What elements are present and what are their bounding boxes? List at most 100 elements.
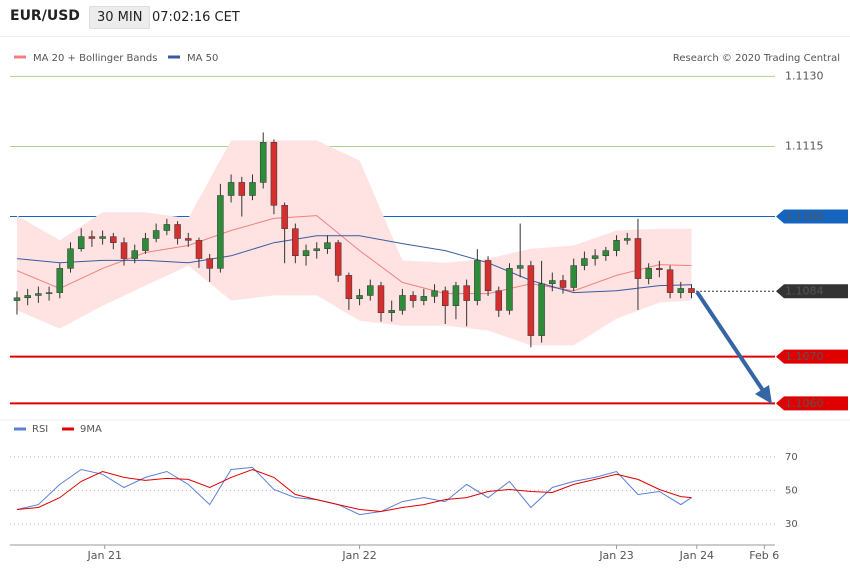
candle-body bbox=[377, 285, 385, 313]
candle-body bbox=[302, 250, 310, 257]
candle-body bbox=[56, 268, 64, 293]
candle-body bbox=[259, 142, 267, 183]
candle-body bbox=[666, 269, 674, 293]
projection-arrowhead bbox=[755, 385, 772, 404]
candle-body bbox=[142, 238, 149, 251]
level-label-box bbox=[776, 284, 848, 299]
x-tick-label: Jan 23 bbox=[598, 549, 633, 562]
y-tick-label: 30 bbox=[785, 519, 798, 530]
candle-body bbox=[356, 295, 363, 299]
candle-body bbox=[292, 228, 299, 257]
candle-body bbox=[88, 236, 96, 239]
level-label: 1.1070 bbox=[785, 350, 824, 363]
candle-body bbox=[270, 142, 278, 206]
ma-line bbox=[16, 235, 692, 294]
ma-line bbox=[16, 215, 692, 295]
candle-body bbox=[549, 280, 556, 285]
candle-body bbox=[516, 265, 524, 269]
candle-body bbox=[613, 240, 620, 251]
candle-body bbox=[688, 288, 695, 293]
bollinger-band bbox=[17, 140, 692, 346]
candle-body bbox=[163, 224, 171, 231]
projection-arrow bbox=[695, 290, 766, 394]
candle-body bbox=[67, 248, 74, 269]
candle-body bbox=[324, 242, 331, 249]
candle-body bbox=[420, 296, 428, 301]
candle-body bbox=[206, 258, 213, 269]
candle-body bbox=[677, 288, 685, 293]
candle-body bbox=[45, 292, 53, 294]
candle-body bbox=[77, 236, 85, 249]
legend-label: MA 50 bbox=[187, 53, 218, 64]
candle-body bbox=[367, 285, 374, 296]
legend-label: RSI bbox=[32, 424, 48, 435]
candle-body bbox=[152, 230, 160, 239]
indicator-line bbox=[16, 466, 692, 516]
candle-body bbox=[484, 260, 492, 292]
candle-body bbox=[623, 238, 631, 241]
candle-body bbox=[388, 310, 395, 313]
candle-body bbox=[174, 224, 181, 239]
level-label-box bbox=[776, 396, 848, 411]
candle-body bbox=[99, 236, 106, 239]
candle-body bbox=[35, 293, 42, 296]
y-tick-label: 70 bbox=[785, 452, 798, 463]
candle-body bbox=[452, 285, 460, 306]
candle-body bbox=[195, 240, 203, 259]
level-label: 1.1084 bbox=[785, 285, 824, 298]
interval[interactable]: 30 MIN bbox=[89, 6, 151, 29]
candle-body bbox=[185, 238, 192, 241]
candle-body bbox=[538, 283, 545, 336]
candle-body bbox=[495, 290, 503, 311]
level-label-box bbox=[776, 349, 848, 364]
legend-label: MA 20 + Bollinger Bands bbox=[33, 53, 157, 64]
time: 07:02:16 CET bbox=[152, 10, 240, 25]
level-label-box bbox=[776, 209, 848, 224]
level-label: 1.1130 bbox=[785, 69, 824, 82]
x-tick-label: Jan 24 bbox=[679, 549, 714, 562]
level-label: 1.1060 bbox=[785, 397, 824, 410]
candle-body bbox=[602, 250, 610, 257]
candle-body bbox=[120, 242, 128, 259]
candle-body bbox=[249, 182, 256, 196]
candle-body bbox=[527, 265, 535, 336]
candle-body bbox=[13, 297, 21, 301]
candle-body bbox=[345, 275, 353, 299]
x-tick-label: Jan 22 bbox=[341, 549, 376, 562]
candle-body bbox=[281, 205, 288, 229]
y-tick-label: 50 bbox=[785, 486, 798, 497]
candle-body bbox=[581, 258, 588, 266]
candle-body bbox=[559, 280, 567, 288]
candle-body bbox=[409, 295, 417, 301]
candle-body bbox=[463, 285, 470, 301]
credit: Research © 2020 Trading Central bbox=[673, 53, 840, 64]
candle-body bbox=[217, 195, 224, 269]
candle-body bbox=[131, 250, 138, 259]
candle-body bbox=[227, 182, 235, 196]
x-tick-label: Jan 21 bbox=[87, 549, 122, 562]
candle-body bbox=[474, 260, 481, 301]
candle-body bbox=[24, 295, 31, 299]
level-label: 1.1115 bbox=[785, 139, 824, 152]
symbol: EUR/USD bbox=[10, 8, 80, 24]
candle-body bbox=[591, 255, 599, 259]
candle-body bbox=[431, 290, 438, 297]
candle-body bbox=[110, 236, 117, 243]
candle-body bbox=[238, 182, 246, 196]
header: EUR/USD 30 MIN 07:02:16 CET bbox=[0, 0, 850, 37]
level-label: 1.1100 bbox=[785, 210, 824, 223]
candle-body bbox=[399, 295, 406, 311]
candle-body bbox=[313, 248, 320, 251]
candle-body bbox=[634, 238, 642, 279]
candle-body bbox=[334, 242, 342, 276]
legend-label: 9MA bbox=[80, 424, 102, 435]
candle-body bbox=[570, 265, 577, 288]
candle-body bbox=[645, 268, 652, 279]
x-tick-label: Feb 6 bbox=[749, 549, 779, 562]
candle-body bbox=[441, 290, 449, 306]
indicator-line bbox=[16, 468, 692, 513]
candle-body bbox=[656, 268, 663, 271]
candle-body bbox=[506, 268, 513, 311]
